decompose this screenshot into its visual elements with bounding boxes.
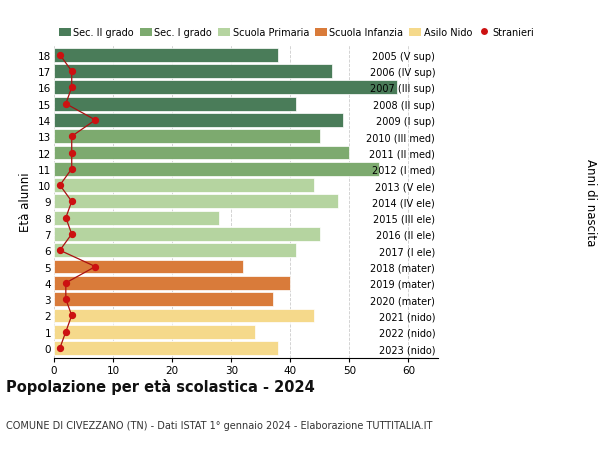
Point <box>55 345 65 352</box>
Point <box>91 117 100 124</box>
Point <box>67 133 77 140</box>
Y-axis label: Età alunni: Età alunni <box>19 172 32 232</box>
Bar <box>54 341 278 355</box>
Point <box>55 52 65 59</box>
Point <box>61 328 71 336</box>
Bar <box>54 114 343 128</box>
Point <box>67 84 77 92</box>
Point <box>55 182 65 190</box>
Point <box>67 231 77 238</box>
Text: Popolazione per età scolastica - 2024: Popolazione per età scolastica - 2024 <box>6 379 315 395</box>
Bar <box>54 276 290 290</box>
Point <box>67 312 77 319</box>
Text: Anni di nascita: Anni di nascita <box>584 158 597 246</box>
Bar <box>54 146 349 160</box>
Bar <box>54 179 314 193</box>
Bar <box>54 65 332 79</box>
Bar <box>54 130 320 144</box>
Bar <box>54 260 243 274</box>
Point <box>67 150 77 157</box>
Bar <box>54 292 272 307</box>
Bar <box>54 49 278 62</box>
Point <box>67 68 77 76</box>
Text: COMUNE DI CIVEZZANO (TN) - Dati ISTAT 1° gennaio 2024 - Elaborazione TUTTITALIA.: COMUNE DI CIVEZZANO (TN) - Dati ISTAT 1°… <box>6 420 433 430</box>
Point <box>91 263 100 271</box>
Point <box>55 247 65 254</box>
Point <box>61 214 71 222</box>
Bar <box>54 244 296 257</box>
Point <box>61 296 71 303</box>
Point <box>67 166 77 173</box>
Bar <box>54 228 320 241</box>
Bar <box>54 309 314 323</box>
Bar <box>54 195 338 209</box>
Point <box>61 280 71 287</box>
Bar <box>54 81 397 95</box>
Bar <box>54 325 255 339</box>
Bar <box>54 97 296 112</box>
Bar <box>54 211 220 225</box>
Legend: Sec. II grado, Sec. I grado, Scuola Primaria, Scuola Infanzia, Asilo Nido, Stran: Sec. II grado, Sec. I grado, Scuola Prim… <box>59 28 535 38</box>
Bar <box>54 162 379 176</box>
Point <box>61 101 71 108</box>
Point <box>67 198 77 206</box>
